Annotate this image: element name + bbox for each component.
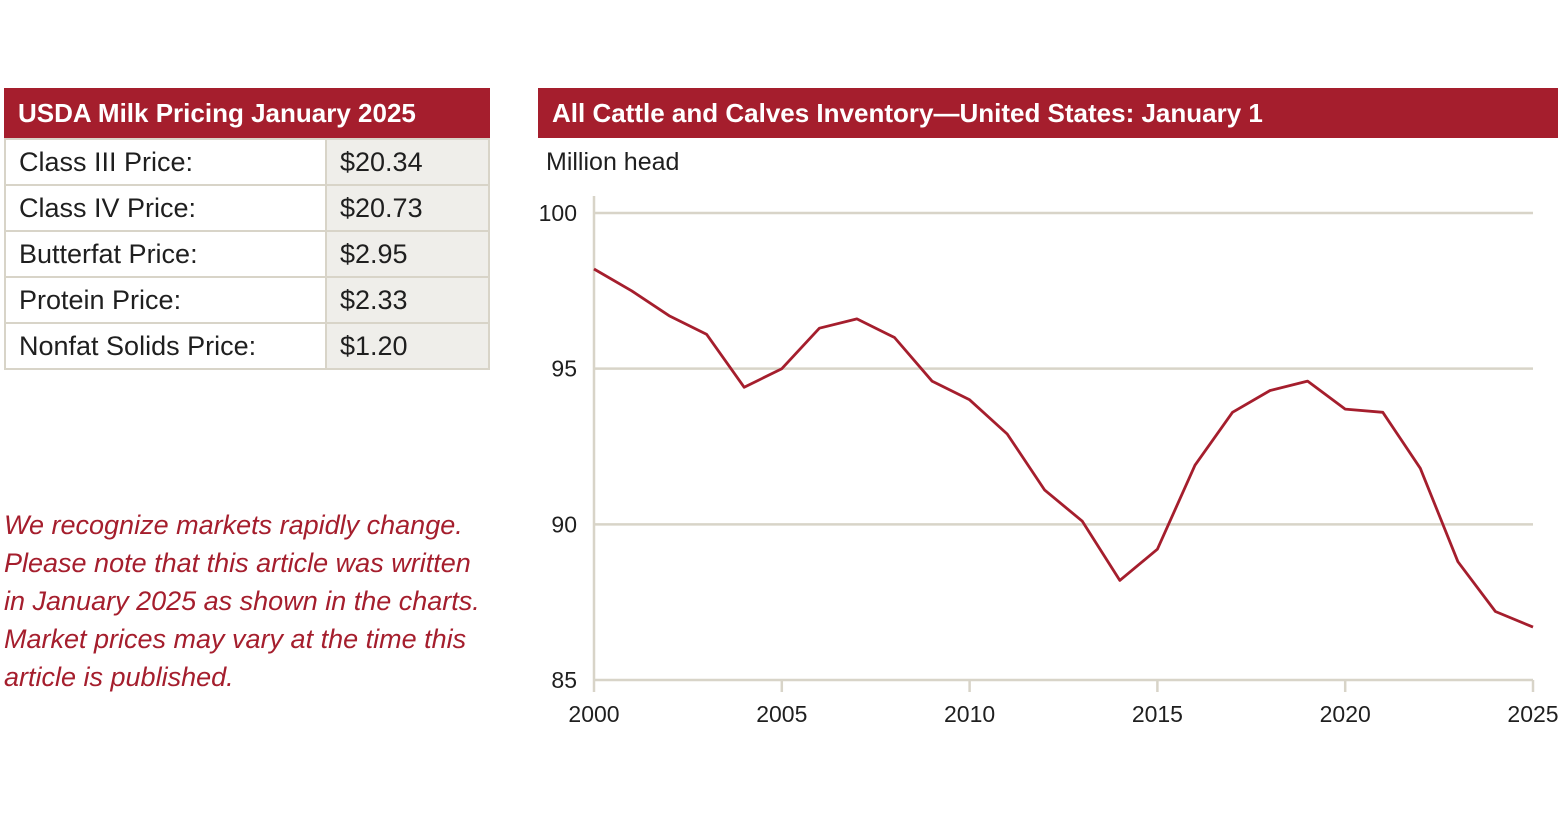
price-label: Butterfat Price:	[4, 230, 327, 278]
note-line: Please note that this article was writte…	[4, 548, 471, 578]
y-axis-label: Million head	[546, 148, 680, 176]
table-row: Nonfat Solids Price: $1.20	[4, 322, 490, 370]
milk-pricing-title: USDA Milk Pricing January 2025	[4, 88, 490, 138]
note-line: Market prices may vary at the time this	[4, 624, 467, 654]
chart-title: All Cattle and Calves Inventory—United S…	[538, 88, 1558, 138]
price-label: Protein Price:	[4, 276, 327, 324]
note-line: in January 2025 as shown in the charts.	[4, 586, 480, 616]
x-tick-label: 2000	[568, 701, 619, 727]
x-tick-label: 2010	[944, 701, 995, 727]
x-tick-label: 2015	[1132, 701, 1183, 727]
table-row: Butterfat Price: $2.95	[4, 230, 490, 278]
note-line: article is published.	[4, 662, 234, 692]
y-tick-label: 95	[551, 356, 577, 382]
price-value: $2.95	[325, 230, 490, 278]
price-label: Class IV Price:	[4, 184, 327, 232]
note-line: We recognize markets rapidly change.	[4, 510, 463, 540]
price-label: Class III Price:	[4, 138, 327, 186]
x-tick-label: 2005	[756, 701, 807, 727]
price-label: Nonfat Solids Price:	[4, 322, 327, 370]
price-value: $20.73	[325, 184, 490, 232]
table-row: Class IV Price: $20.73	[4, 184, 490, 232]
table-row: Class III Price: $20.34	[4, 138, 490, 186]
y-tick-label: 90	[551, 511, 577, 537]
price-value: $20.34	[325, 138, 490, 186]
table-row: Protein Price: $2.33	[4, 276, 490, 324]
y-tick-label: 100	[539, 200, 577, 226]
price-value: $2.33	[325, 276, 490, 324]
milk-pricing-table: Class III Price: $20.34 Class IV Price: …	[4, 138, 490, 370]
market-disclaimer-note: We recognize markets rapidly change. Ple…	[4, 506, 504, 696]
price-value: $1.20	[325, 322, 490, 370]
x-tick-label: 2025	[1507, 701, 1558, 727]
series-line	[593, 267, 1534, 629]
y-tick-label: 85	[551, 667, 577, 693]
x-tick-label: 2020	[1320, 701, 1371, 727]
